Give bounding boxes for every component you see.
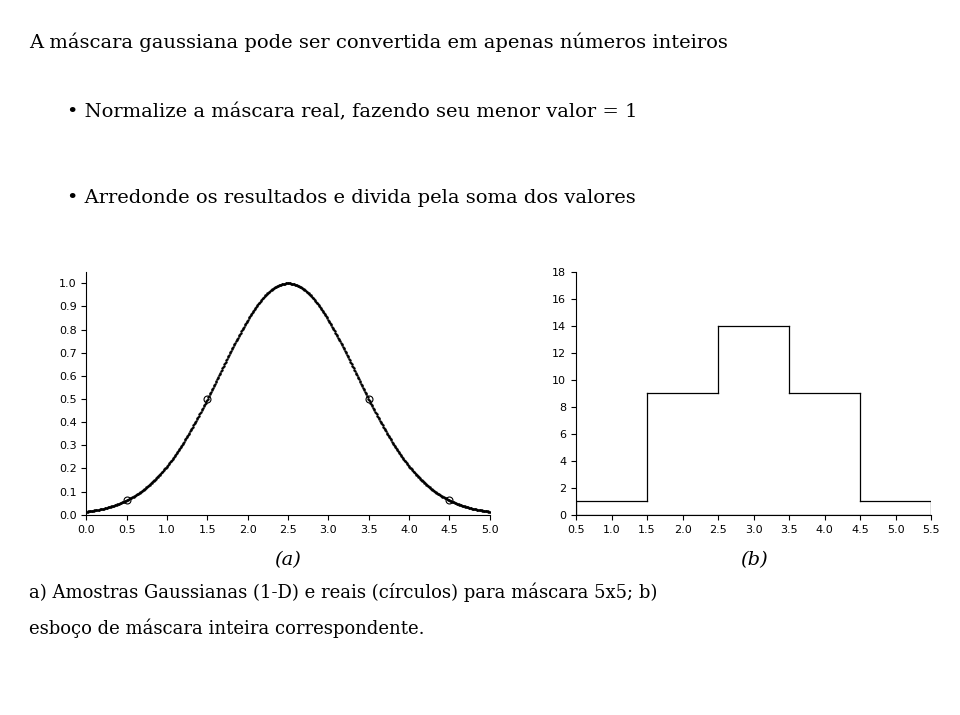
Text: esboço de máscara inteira correspondente.: esboço de máscara inteira correspondente… <box>29 618 424 638</box>
Text: (a): (a) <box>275 551 301 569</box>
Text: a) Amostras Gaussianas (1-D) e reais (círculos) para máscara 5x5; b): a) Amostras Gaussianas (1-D) e reais (cí… <box>29 583 658 602</box>
Text: • Arredonde os resultados e divida pela soma dos valores: • Arredonde os resultados e divida pela … <box>67 189 636 207</box>
Text: A máscara gaussiana pode ser convertida em apenas números inteiros: A máscara gaussiana pode ser convertida … <box>29 32 728 51</box>
Text: (b): (b) <box>740 551 767 569</box>
Text: • Normalize a máscara real, fazendo seu menor valor = 1: • Normalize a máscara real, fazendo seu … <box>67 104 637 122</box>
